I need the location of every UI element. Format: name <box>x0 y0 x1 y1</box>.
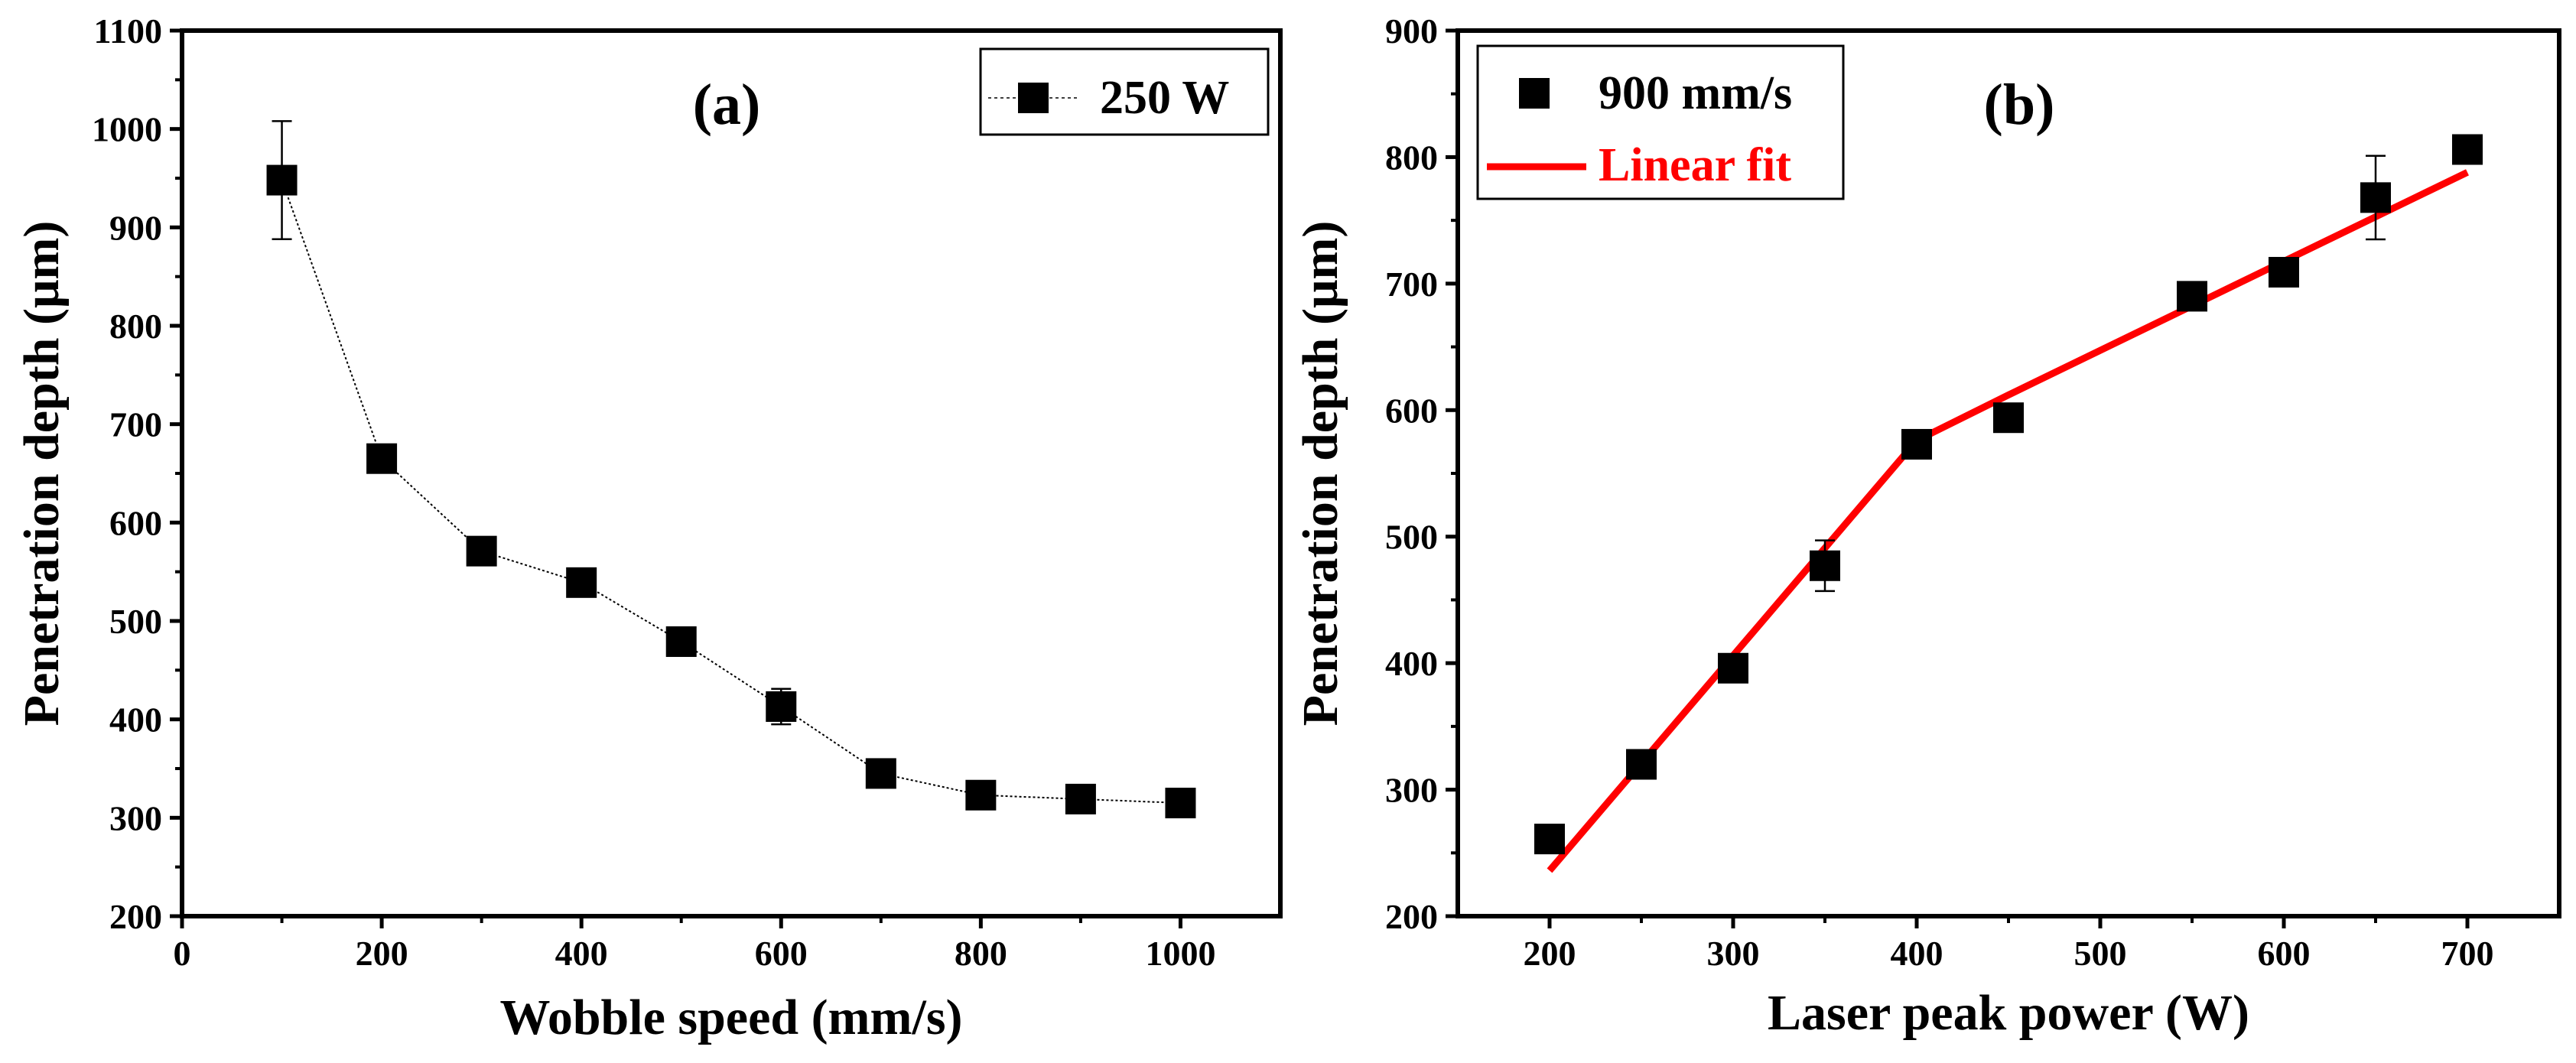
y-tick-label-a-6: 800 <box>109 307 162 346</box>
y-tick-label-b-4: 600 <box>1385 391 1438 430</box>
y-tick-label-a-7: 900 <box>109 208 162 247</box>
data-point-b-0 <box>1534 824 1565 855</box>
marks-b <box>1534 134 2483 855</box>
y-axis-title-a: Penetration depth (μm) <box>14 221 70 727</box>
x-tick-label-a-3: 600 <box>755 934 808 973</box>
y-tick-label-a-8: 1000 <box>92 110 162 149</box>
data-point-a-1 <box>366 443 398 474</box>
series-line-a-0 <box>281 180 1181 805</box>
y-tick-label-b-3: 500 <box>1385 518 1438 557</box>
legend-a: 250 W <box>979 47 1270 136</box>
data-point-a-6 <box>865 758 896 789</box>
data-point-a-8 <box>1065 783 1096 814</box>
y-tick-label-b-6: 800 <box>1385 138 1438 177</box>
y-tick-label-a-1: 300 <box>109 798 162 837</box>
data-point-b-4 <box>1901 428 1932 460</box>
y-tick-label-a-9: 1100 <box>94 11 162 50</box>
legend-label-b-fit: Linear fit <box>1599 139 1791 191</box>
data-point-a-2 <box>466 535 497 567</box>
legend-marker-b <box>1519 78 1550 109</box>
data-point-a-9 <box>1165 788 1196 819</box>
data-point-b-8 <box>2360 182 2391 213</box>
legend-box-b <box>1476 44 1845 200</box>
y-tick-label-a-3: 500 <box>109 602 162 641</box>
y-axis-title-b: Penetration depth (μm) <box>1293 221 1348 727</box>
y-tick-label-a-0: 200 <box>109 897 162 936</box>
data-point-a-3 <box>566 567 597 598</box>
data-point-b-2 <box>1718 652 1748 684</box>
x-tick-label-b-0: 200 <box>1524 934 1576 973</box>
panel-label-b: (b) <box>1984 73 2055 137</box>
data-point-a-4 <box>665 626 697 658</box>
y-tick-label-b-7: 900 <box>1385 11 1438 50</box>
data-point-a-5 <box>766 691 797 722</box>
legend-label-a: 250 W <box>1100 72 1229 124</box>
legend-label-b-series: 900 mm/s <box>1599 67 1792 119</box>
ticks-a: 0 200 400 600 800 1000 200 300 400 500 600 700 800 90… <box>92 11 1215 973</box>
data-point-a-7 <box>965 779 997 811</box>
x-tick-label-b-2: 400 <box>1891 934 1943 973</box>
x-tick-label-a-4: 800 <box>955 934 1007 973</box>
x-tick-label-a-1: 200 <box>356 934 408 973</box>
legend-b: 900 mm/s Linear fit <box>1476 44 1845 200</box>
chart-panel-b: 200 300 400 500 600 700 200 300 400 500 600 700 800 9… <box>1293 11 2561 1041</box>
y-tick-label-a-5: 700 <box>109 405 162 444</box>
data-point-b-5 <box>1993 402 2024 434</box>
panel-label-a: (a) <box>693 73 761 137</box>
x-axis-title-b: Laser peak power (W) <box>1768 985 2249 1041</box>
x-tick-label-b-4: 600 <box>2258 934 2311 973</box>
y-tick-label-b-5: 700 <box>1385 265 1438 304</box>
data-point-b-7 <box>2269 256 2299 288</box>
data-point-b-9 <box>2452 134 2483 165</box>
data-point-b-3 <box>1810 550 1840 581</box>
marks-a <box>266 120 1196 819</box>
data-point-a-0 <box>266 164 298 196</box>
data-point-b-1 <box>1626 749 1657 780</box>
x-tick-label-b-5: 700 <box>2441 934 2494 973</box>
y-tick-label-b-1: 300 <box>1385 771 1438 810</box>
chart-panel-a: 0 200 400 600 800 1000 200 300 400 500 600 700 800 90… <box>14 11 1283 1045</box>
y-tick-label-b-0: 200 <box>1385 897 1438 936</box>
x-tick-label-a-5: 1000 <box>1145 934 1215 973</box>
y-tick-label-b-2: 400 <box>1385 644 1438 683</box>
data-point-b-6 <box>2177 281 2207 312</box>
x-tick-label-b-3: 500 <box>2074 934 2127 973</box>
y-tick-label-a-4: 600 <box>109 503 162 542</box>
x-axis-title-a: Wobble speed (mm/s) <box>499 990 962 1045</box>
ticks-b: 200 300 400 500 600 700 200 300 400 500 600 700 800 9… <box>1385 11 2494 973</box>
y-tick-label-a-2: 400 <box>109 701 162 740</box>
x-tick-label-a-0: 0 <box>174 934 191 973</box>
x-tick-label-b-1: 300 <box>1707 934 1760 973</box>
legend-marker-a <box>1018 83 1049 113</box>
x-tick-label-a-2: 400 <box>555 934 608 973</box>
